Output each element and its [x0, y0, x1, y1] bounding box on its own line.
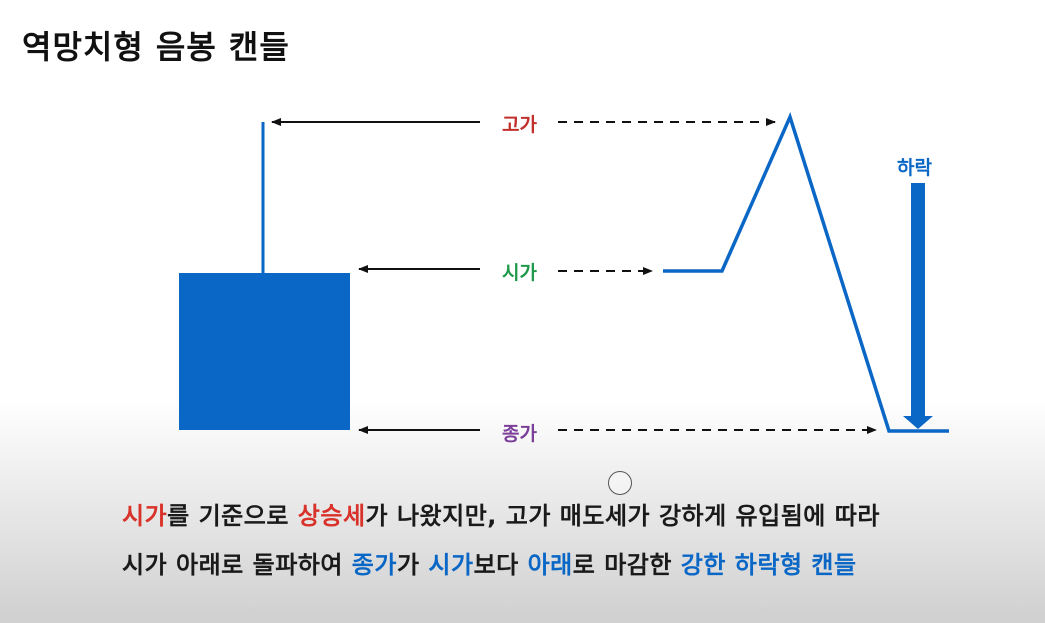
high-label: 고가: [502, 114, 537, 136]
caption-line-1: 시가를 기준으로 상승세가 나왔지만, 고가 매도세가 강하게 유입됨에 따라: [122, 496, 880, 531]
caption-seg: 가: [396, 551, 429, 579]
fall-arrow-head: [903, 416, 933, 429]
caption-seg: 보다: [473, 551, 528, 579]
candle-body: [179, 273, 350, 430]
caption-seg: 로 마감한: [572, 551, 681, 579]
caption-seg: 시가 아래로 돌파하여: [122, 551, 352, 579]
caption-seg-close-blue: 종가: [351, 551, 397, 579]
caption-seg-open-blue: 시가: [428, 551, 474, 579]
caption-seg-open-red: 시가: [122, 502, 168, 530]
caption-seg: 를 기준으로: [167, 502, 298, 530]
cursor-circle-icon: [608, 471, 632, 495]
caption-seg-uptrend-red: 상승세: [297, 502, 366, 530]
page-title: 역망치형 음봉 캔들: [22, 28, 290, 66]
fall-arrow-shaft: [911, 183, 925, 417]
caption-seg-strong-bear-blue: 강한 하락형 캔들: [680, 551, 857, 579]
caption-line-2: 시가 아래로 돌파하여 종가가 시가보다 아래로 마감한 강한 하락형 캔들: [122, 545, 857, 580]
caption-seg-below-blue: 아래: [527, 551, 573, 579]
price-path-line: [663, 112, 949, 433]
fall-label: 하락: [897, 157, 932, 179]
caption-seg: 가 나왔지만, 고가 매도세가 강하게 유입됨에 따라: [365, 502, 880, 530]
close-label: 종가: [502, 423, 537, 445]
open-label: 시가: [502, 262, 537, 284]
